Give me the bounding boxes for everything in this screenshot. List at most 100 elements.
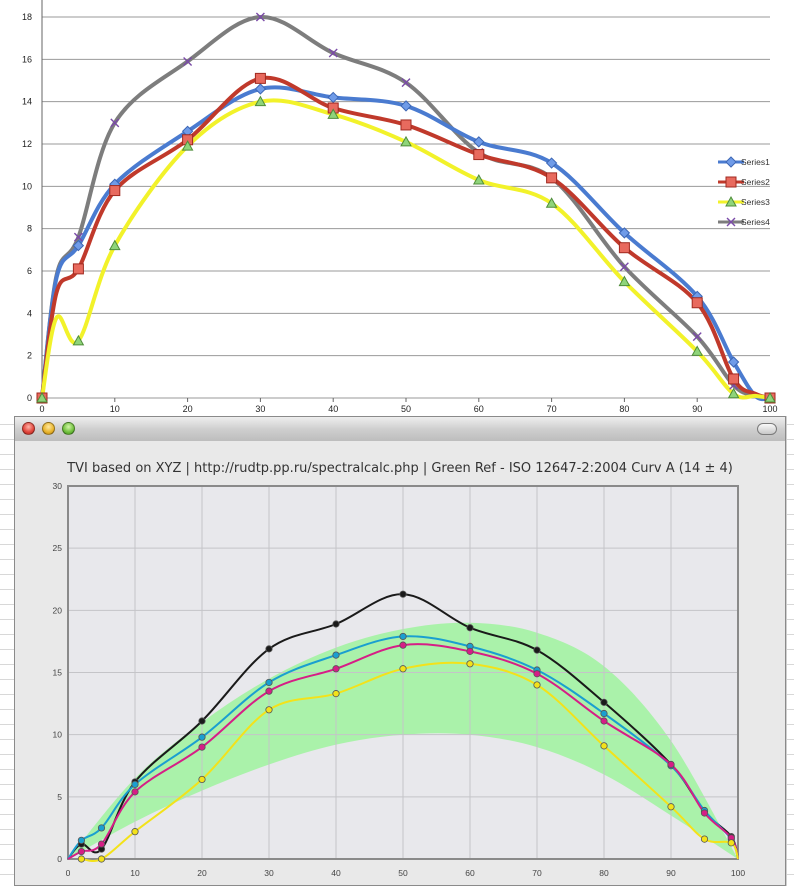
spreadsheet-row-line	[787, 589, 794, 590]
top-series-line-Series3	[40, 98, 772, 400]
tvi-series-3-point-13	[727, 839, 735, 847]
tvi-series-3-point-3	[131, 828, 139, 836]
spreadsheet-row-line	[0, 469, 14, 470]
spreadsheet-row-line	[0, 709, 14, 710]
spreadsheet-row-line	[0, 769, 14, 770]
spreadsheet-row-line	[787, 514, 794, 515]
spreadsheet-row-line	[787, 739, 794, 740]
close-window-button[interactable]	[22, 422, 35, 435]
spreadsheet-row-line	[787, 874, 794, 875]
top-y-tick-label: 10	[22, 181, 32, 191]
spreadsheet-row-line	[787, 694, 794, 695]
spreadsheet-row-line	[0, 484, 14, 485]
minimize-window-button[interactable]	[42, 422, 55, 435]
spreadsheet-row-line	[0, 604, 14, 605]
legend-label-Series1: Series1	[741, 157, 770, 167]
legend-Series3-point-0	[725, 195, 737, 207]
top-Series4-point-2	[73, 232, 83, 242]
spreadsheet-row-line	[0, 589, 14, 590]
top-Series2-point-9	[546, 172, 558, 184]
top-chart-plot: 0 2 4 6 8 10 12 14 16 18 0 10 20 30 40 50 60 70 80 90 100	[22, 0, 778, 414]
tvi-x-tick-label: 20	[197, 868, 207, 878]
spreadsheet-row-line	[787, 439, 794, 440]
tvi-series-3-point-8	[466, 660, 474, 668]
spreadsheet-row-line	[787, 859, 794, 860]
tvi-series-3-point-5	[265, 706, 273, 714]
top-Series1-point-6	[327, 91, 339, 104]
tvi-series-1-point-4	[198, 733, 206, 741]
top-y-tick-label: 4	[27, 308, 32, 318]
top-x-tick-label: 40	[328, 404, 338, 414]
top-Series2-point-5	[254, 72, 266, 84]
top-Series1-point-12	[727, 356, 740, 368]
tvi-series-line-3	[81, 661, 739, 863]
legend-label-Series2: Series2	[741, 177, 770, 187]
top-x-tick-label: 50	[401, 404, 411, 414]
chart-window: TVI based on XYZ | http://rudtp.pp.ru/sp…	[14, 416, 786, 886]
spreadsheet-row-line	[0, 514, 14, 515]
tvi-x-tick-label: 90	[666, 868, 676, 878]
tvi-series-0-point-10	[600, 698, 608, 706]
spreadsheet-row-line	[0, 694, 14, 695]
top-Series2-point-11	[691, 297, 703, 309]
tvi-series-1-point-2	[97, 824, 106, 832]
tvi-x-tick-label: 0	[66, 868, 71, 878]
top-series-line-Series1	[40, 85, 772, 402]
spreadsheet-row-line	[787, 709, 794, 710]
top-series-line-Series4	[40, 14, 772, 400]
spreadsheet-row-line	[0, 499, 14, 500]
tvi-series-3-point-2	[97, 855, 106, 863]
spreadsheet-row-line	[787, 529, 794, 530]
tvi-series-1-point-1	[77, 836, 86, 844]
top-Series4-point-10	[619, 262, 629, 272]
spreadsheet-row-line	[0, 634, 14, 635]
tvi-series-2-point-11	[667, 760, 675, 769]
spreadsheet-row-line	[787, 499, 794, 500]
tvi-y-tick-label: 30	[53, 481, 63, 491]
legend-Series1-point-0	[725, 156, 737, 168]
top-Series1-point-5	[254, 83, 267, 95]
tvi-series-3-point-4	[198, 775, 206, 784]
tvi-series-2-point-4	[198, 743, 206, 751]
toolbar-toggle-button[interactable]	[757, 423, 777, 435]
spreadsheet-row-line	[0, 829, 14, 830]
top-Series3-point-11	[691, 345, 704, 356]
tvi-series-3-point-7	[399, 665, 407, 673]
tvi-series-2-point-3	[131, 788, 139, 796]
top-series-line-Series2	[40, 75, 772, 400]
top-Series1-point-2	[72, 239, 85, 252]
top-Series4-point-4	[183, 56, 193, 66]
tvi-y-tick-label: 25	[53, 543, 63, 553]
tvi-series-3-point-9	[533, 681, 541, 689]
tvi-series-1-point-6	[332, 651, 340, 659]
spreadsheet-row-line	[0, 739, 14, 740]
top-chart-svg: 0 2 4 6 8 10 12 14 16 18 0 10 20 30 40 50 60 70 80 90 100 Ser…	[22, 0, 778, 414]
zoom-window-button[interactable]	[62, 422, 75, 435]
tvi-series-2-point-6	[332, 665, 340, 673]
spreadsheet-row-line	[787, 724, 794, 725]
tvi-series-3-point-6	[332, 690, 340, 698]
spreadsheet-row-line	[787, 754, 794, 755]
top-chart-legend: Series1 Series2 Series3 Series4	[718, 156, 770, 227]
window-content: TVI based on XYZ | http://rudtp.pp.ru/sp…	[15, 441, 785, 885]
spreadsheet-row-line	[0, 754, 14, 755]
tvi-chart-title: TVI based on XYZ | http://rudtp.pp.ru/sp…	[67, 461, 733, 476]
top-Series3-point-5	[254, 95, 267, 107]
spreadsheet-row-line	[787, 769, 794, 770]
top-x-tick-label: 70	[547, 404, 557, 414]
tvi-series-2-point-5	[265, 687, 273, 695]
tvi-series-2-point-2	[97, 840, 106, 848]
spreadsheet-row-line	[0, 574, 14, 575]
top-Series2-point-12	[728, 373, 740, 385]
top-Series2-point-10	[618, 242, 630, 254]
top-y-tick-label: 16	[22, 54, 32, 64]
top-Series1-point-8	[473, 136, 485, 148]
top-Series4-point-11	[692, 332, 702, 342]
top-Series4-point-3	[110, 118, 120, 128]
spreadsheet-row-line	[0, 664, 14, 665]
spreadsheet-row-line	[787, 649, 794, 650]
tvi-series-3-point-10	[600, 742, 608, 750]
window-titlebar[interactable]	[15, 417, 785, 442]
spreadsheet-row-line	[0, 424, 14, 425]
legend-label-Series3: Series3	[741, 197, 770, 207]
